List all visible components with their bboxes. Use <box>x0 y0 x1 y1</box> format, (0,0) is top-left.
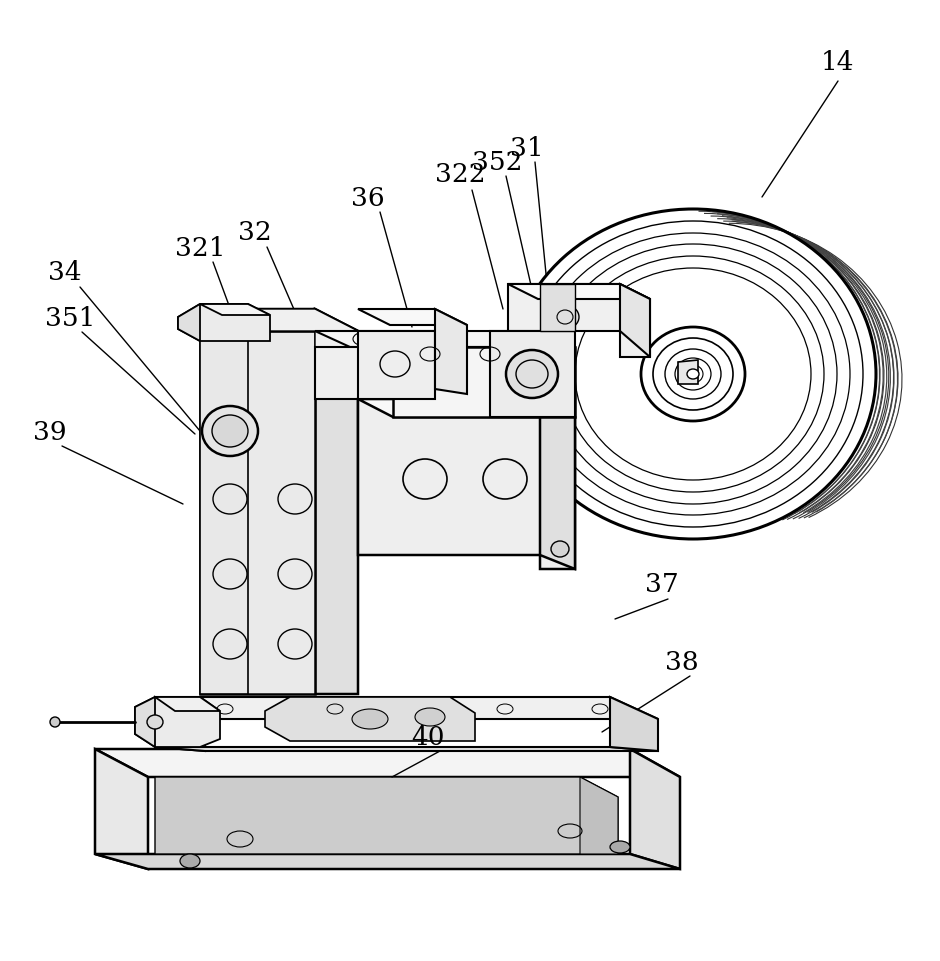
Ellipse shape <box>212 415 248 448</box>
Polygon shape <box>580 777 618 854</box>
Text: 31: 31 <box>510 136 544 160</box>
Polygon shape <box>200 309 358 332</box>
Text: 32: 32 <box>238 219 272 244</box>
Text: 351: 351 <box>45 306 95 331</box>
Polygon shape <box>540 284 575 332</box>
Polygon shape <box>200 332 315 694</box>
Polygon shape <box>610 698 658 752</box>
Polygon shape <box>95 750 148 869</box>
Polygon shape <box>358 400 575 418</box>
Text: 36: 36 <box>352 185 384 210</box>
Ellipse shape <box>551 306 579 330</box>
Polygon shape <box>435 309 467 395</box>
Polygon shape <box>200 305 270 315</box>
Polygon shape <box>135 698 155 748</box>
Polygon shape <box>135 698 220 748</box>
Text: 322: 322 <box>434 162 485 187</box>
Polygon shape <box>508 284 650 300</box>
Text: 38: 38 <box>666 649 698 674</box>
Polygon shape <box>630 750 680 869</box>
Polygon shape <box>200 332 248 694</box>
Ellipse shape <box>551 541 569 557</box>
Polygon shape <box>540 400 575 570</box>
Polygon shape <box>265 698 475 741</box>
Polygon shape <box>315 309 358 694</box>
Ellipse shape <box>510 209 876 539</box>
Polygon shape <box>95 750 680 777</box>
Ellipse shape <box>147 715 163 729</box>
Text: 40: 40 <box>412 725 445 750</box>
Polygon shape <box>358 400 575 570</box>
Polygon shape <box>95 854 680 869</box>
Ellipse shape <box>202 407 258 456</box>
Ellipse shape <box>506 351 558 399</box>
Ellipse shape <box>415 708 445 727</box>
Polygon shape <box>358 332 435 400</box>
Polygon shape <box>315 348 540 400</box>
Text: 39: 39 <box>33 419 67 444</box>
Polygon shape <box>155 777 618 854</box>
Ellipse shape <box>352 709 388 729</box>
Polygon shape <box>178 305 200 342</box>
Polygon shape <box>178 305 270 342</box>
Polygon shape <box>678 360 698 384</box>
Text: 352: 352 <box>472 149 523 174</box>
Text: 14: 14 <box>822 49 854 74</box>
Text: 37: 37 <box>645 572 679 597</box>
Polygon shape <box>248 309 358 400</box>
Text: 34: 34 <box>48 259 82 284</box>
Ellipse shape <box>610 841 630 853</box>
Polygon shape <box>490 332 575 418</box>
Polygon shape <box>155 698 658 719</box>
Polygon shape <box>508 284 650 357</box>
Polygon shape <box>358 309 467 326</box>
Polygon shape <box>620 284 650 357</box>
Polygon shape <box>315 332 575 348</box>
Ellipse shape <box>687 370 699 380</box>
Polygon shape <box>155 698 205 752</box>
Polygon shape <box>393 348 575 418</box>
Ellipse shape <box>50 717 60 727</box>
Text: 321: 321 <box>175 235 226 260</box>
Polygon shape <box>540 332 575 400</box>
Polygon shape <box>155 698 220 711</box>
Ellipse shape <box>180 854 200 868</box>
Polygon shape <box>155 748 658 752</box>
